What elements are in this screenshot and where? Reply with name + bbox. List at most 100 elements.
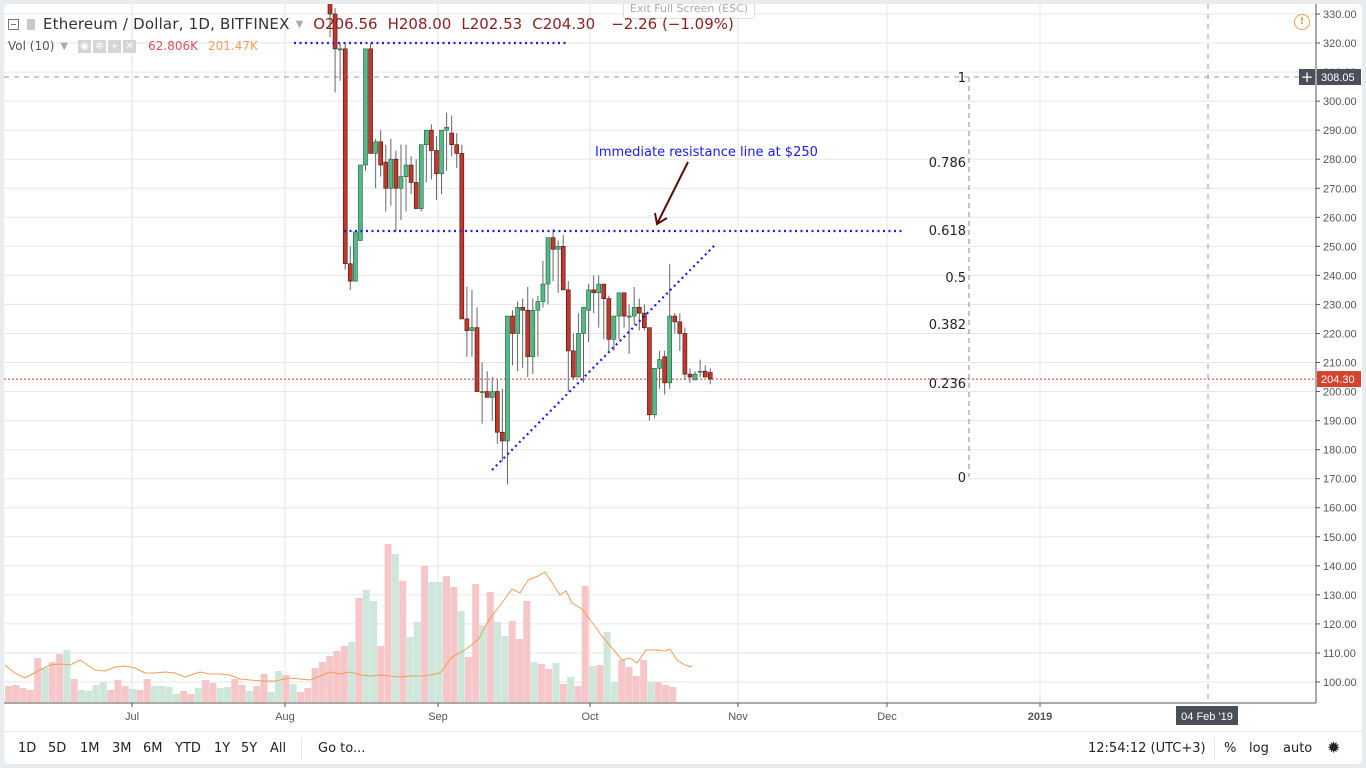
exit-fullscreen-button[interactable]: Exit Full Screen (ESC) [623, 4, 755, 19]
volume-bar [406, 637, 414, 702]
plus-icon[interactable]: + [108, 39, 122, 53]
price-tick-label: 180.00 [1323, 445, 1357, 457]
fib-level-label: 1 [958, 71, 966, 86]
candle-body [611, 315, 617, 340]
volume-bar [559, 684, 567, 702]
candle-body [353, 231, 358, 282]
chevron-down-icon[interactable]: ▼ [295, 18, 304, 30]
volume-value: 62.806K [148, 39, 198, 53]
candle-body [363, 48, 368, 166]
high-key: H [387, 15, 399, 33]
candle-body [373, 141, 378, 154]
candle-body [550, 237, 556, 250]
log-toggle[interactable]: log [1249, 741, 1269, 756]
range-1d[interactable]: 1D [18, 741, 37, 756]
volume-bar [450, 587, 458, 702]
price-tick-label: 120.00 [1323, 619, 1357, 631]
volume-bar [421, 566, 429, 702]
volume-bar [340, 646, 348, 702]
volume-bar [231, 679, 239, 702]
volume-bar [143, 679, 151, 702]
candle-body [662, 356, 667, 384]
eye-icon[interactable]: ◉ [78, 39, 92, 53]
volume-bar [523, 601, 531, 702]
warning-icon[interactable]: ! [1294, 14, 1310, 30]
volume-bar [172, 694, 180, 702]
trendline-drawing[interactable] [491, 244, 716, 471]
price-tick-label: 280.00 [1323, 154, 1357, 166]
collapse-icon[interactable] [8, 18, 19, 30]
range-1y[interactable]: 1Y [214, 741, 231, 756]
close-icon[interactable]: ✕ [123, 39, 137, 53]
range-6m[interactable]: 6M [143, 741, 163, 756]
volume-bar [238, 685, 246, 702]
fib-level-label: 0.236 [929, 377, 966, 392]
volume-bar [165, 687, 173, 702]
volume-bar [136, 690, 144, 702]
range-5y[interactable]: 5Y [241, 741, 258, 756]
volume-bar [428, 582, 436, 702]
candle-body [667, 315, 672, 384]
goto-button[interactable]: Go to... [318, 741, 366, 756]
volume-bar [567, 677, 575, 702]
range-3m[interactable]: 3M [112, 741, 132, 756]
volume-bar [260, 674, 268, 702]
volume-bar [253, 686, 261, 702]
fib-level-label: 0 [958, 471, 966, 486]
volume-bar [209, 683, 217, 702]
chevron-down-icon[interactable]: ▼ [60, 40, 69, 52]
volume-bar [224, 687, 231, 702]
price-tick-label: 300.00 [1323, 96, 1357, 108]
crosshair-date-value: 04 Feb '19 [1181, 711, 1233, 723]
candle-body [444, 126, 449, 131]
candle-body [368, 48, 373, 154]
chart-canvas[interactable]: 1 0.786 0.618 0.5 0.382 0.236 0 Immediate resis… [4, 4, 1362, 764]
auto-toggle[interactable]: auto [1283, 741, 1313, 756]
range-all[interactable]: All [270, 741, 287, 756]
clock[interactable]: 12:54:12 (UTC+3) [1088, 741, 1206, 756]
range-ytd[interactable]: YTD [175, 741, 201, 756]
volume-bar [589, 666, 596, 702]
crosshair-plus-button[interactable] [1299, 69, 1315, 85]
flag-icon[interactable] [27, 18, 35, 30]
candle-body [642, 312, 647, 328]
volume-bar [92, 685, 100, 702]
fib-level-label: 0.5 [945, 271, 966, 286]
volume-bar [216, 688, 224, 702]
price-tick-label: 100.00 [1323, 677, 1357, 689]
volume-bar [107, 690, 115, 702]
gear-icon[interactable]: ✲ [93, 39, 107, 53]
volume-bar [501, 636, 509, 702]
candle-body [586, 289, 591, 311]
low-value: 202.53 [469, 15, 523, 33]
price-tick-label: 170.00 [1323, 474, 1357, 486]
candle-body [424, 129, 429, 145]
annotation-arrow[interactable] [656, 161, 689, 225]
range-1m[interactable]: 1M [80, 741, 100, 756]
volume-bar [537, 664, 545, 702]
last-price-label [1317, 371, 1361, 388]
volume-ma-value: 201.47K [207, 39, 258, 53]
fib-level-label: 0.618 [929, 224, 966, 239]
candle-body [403, 164, 409, 177]
volume-bar [114, 680, 122, 702]
price-tick-label: 260.00 [1323, 212, 1357, 224]
candle-body [596, 283, 602, 294]
candle-body [484, 391, 490, 398]
price-axis[interactable] [1316, 4, 1362, 703]
candle-body [479, 391, 485, 393]
symbol-title[interactable]: Ethereum / Dollar, 1D, BITFINEX [43, 15, 290, 33]
percent-toggle[interactable]: % [1224, 741, 1237, 756]
price-tick-label: 130.00 [1323, 590, 1357, 602]
volume-bar [158, 686, 166, 702]
candle-body [332, 13, 338, 50]
range-5d[interactable]: 5D [48, 741, 67, 756]
candle-body [500, 431, 505, 442]
volume-legend: Vol (10) ▼ ◉ ✲ + ✕ 62.806K 201.47K [8, 39, 258, 53]
volume-label[interactable]: Vol (10) [8, 39, 55, 53]
time-tick-label: Aug [275, 711, 295, 723]
candle-body [520, 307, 525, 311]
settings-gear-icon[interactable]: ✹ [1327, 738, 1341, 757]
candle-body [464, 318, 470, 331]
annotation-text[interactable]: Immediate resistance line at $250 [595, 145, 818, 160]
